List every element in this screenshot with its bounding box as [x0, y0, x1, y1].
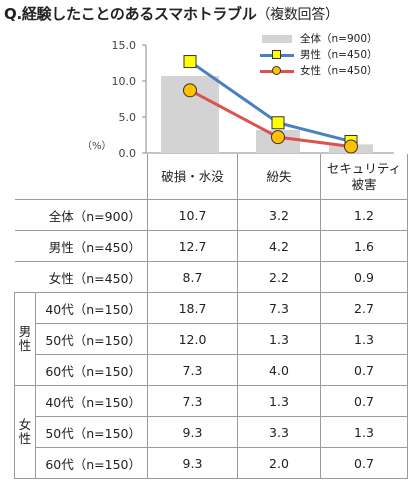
row-label: 男性（n=450） — [35, 230, 148, 262]
table-cell: 0.7 — [320, 385, 408, 417]
row-label: 60代（n=150） — [35, 354, 148, 386]
point-female — [344, 139, 358, 154]
table-cell: 1.3 — [237, 385, 321, 417]
table-cell: 7.3 — [147, 354, 238, 386]
table-cell: 1.3 — [320, 323, 408, 355]
data-table: 破損・水没 紛失 セキュリティ 被害 全体（n=900） 10.7 3.2 1.2 男性（n=4… — [14, 154, 408, 479]
row-label: 50代（n=150） — [35, 323, 148, 355]
legend-line-swatch-male — [260, 49, 294, 61]
table-header-row: 破損・水没 紛失 セキュリティ 被害 — [14, 154, 408, 200]
legend-line-swatch-female — [260, 65, 294, 77]
row-label: 女性（n=450） — [35, 261, 148, 293]
group-label: 女性 — [14, 385, 36, 479]
table-cell: 12.7 — [147, 230, 238, 262]
group-label: 男性 — [14, 292, 36, 386]
table-row: 女性（n=450） 8.7 2.2 0.9 — [14, 261, 408, 293]
y-tick-label: 15.0 — [112, 39, 137, 52]
table-row: 男性（n=450） 12.7 4.2 1.6 — [14, 230, 408, 262]
point-female — [271, 130, 285, 145]
table-cell: 18.7 — [147, 292, 238, 324]
legend: 全体（n=900） 男性（n=450） 女性（n=450） — [260, 31, 378, 79]
table-cell: 1.2 — [320, 199, 408, 231]
table-cell: 2.7 — [320, 292, 408, 324]
point-male — [271, 116, 285, 130]
table-cell: 1.3 — [320, 416, 408, 448]
table-cell: 0.7 — [320, 447, 408, 479]
table-cell: 9.3 — [147, 447, 238, 479]
legend-bar-swatch — [260, 33, 294, 45]
table-row: 全体（n=900） 10.7 3.2 1.2 — [14, 199, 408, 231]
table-row: 50代（n=150） 12.0 1.3 1.3 — [15, 323, 408, 355]
table-row: 60代（n=150） 7.3 4.0 0.7 — [15, 354, 408, 386]
row-label: 40代（n=150） — [35, 385, 148, 417]
title-text: Q.経験したことのあるスマホトラブル — [4, 5, 257, 23]
row-label: 50代（n=150） — [35, 416, 148, 448]
table-cell: 1.6 — [320, 230, 408, 262]
table-cell: 4.0 — [237, 354, 321, 386]
y-tick-label: 5.0 — [119, 111, 137, 124]
row-label: 全体（n=900） — [35, 199, 148, 231]
y-tick-label: 10.0 — [112, 75, 137, 88]
table-cell: 1.3 — [237, 323, 321, 355]
legend-label-total: 全体（n=900） — [300, 33, 378, 45]
row-label: 40代（n=150） — [35, 292, 148, 324]
table-row: 50代（n=150） 9.3 3.3 1.3 — [15, 416, 408, 448]
table-cell: 3.3 — [237, 416, 321, 448]
legend-label-male: 男性（n=450） — [300, 49, 378, 61]
column-header: 破損・水没 — [147, 154, 238, 200]
table-cell: 8.7 — [147, 261, 238, 293]
table-cell: 7.3 — [237, 292, 321, 324]
table-corner-cell — [14, 154, 148, 200]
legend-item-total: 全体（n=900） — [260, 31, 378, 47]
unit-label: （%） — [82, 140, 112, 152]
column-header: 紛失 — [237, 154, 321, 200]
row-label: 60代（n=150） — [35, 447, 148, 479]
column-header: セキュリティ 被害 — [320, 154, 408, 200]
table-cell: 10.7 — [147, 199, 238, 231]
point-female — [183, 83, 197, 98]
table-row: 男性 40代（n=150） 18.7 7.3 2.7 — [14, 292, 408, 386]
table-cell: 0.7 — [320, 354, 408, 386]
table-cell: 2.2 — [237, 261, 321, 293]
group-cell-empty — [14, 199, 36, 231]
chart-title: Q.経験したことのあるスマホトラブル（複数回答） — [4, 3, 339, 24]
table-cell: 7.3 — [147, 385, 238, 417]
table-cell: 2.0 — [237, 447, 321, 479]
legend-item-female: 女性（n=450） — [260, 63, 378, 79]
table-cell: 3.2 — [237, 199, 321, 231]
table-cell: 9.3 — [147, 416, 238, 448]
legend-item-male: 男性（n=450） — [260, 47, 378, 63]
title-subtitle: （複数回答） — [256, 7, 339, 23]
point-male — [183, 55, 197, 69]
table-cell: 12.0 — [147, 323, 238, 355]
table-cell: 0.9 — [320, 261, 408, 293]
table-cell: 4.2 — [237, 230, 321, 262]
group-cell-empty — [14, 230, 36, 262]
table-row: 60代（n=150） 9.3 2.0 0.7 — [15, 447, 408, 479]
table-row: 女性 40代（n=150） 7.3 1.3 0.7 — [14, 385, 408, 479]
legend-label-female: 女性（n=450） — [300, 65, 378, 77]
group-cell-empty — [14, 261, 36, 293]
